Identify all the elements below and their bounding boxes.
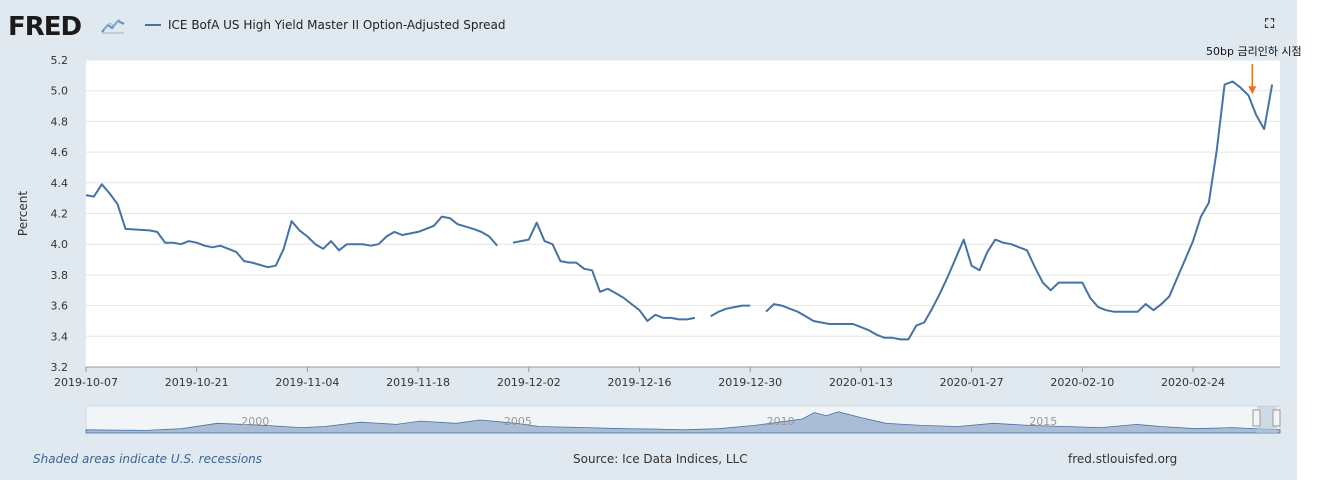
legend-line-swatch (145, 24, 161, 26)
x-tick-label: 2020-02-24 (1161, 376, 1225, 389)
navigator-handle-right[interactable] (1272, 409, 1281, 427)
navigator-year-label: 2005 (504, 415, 532, 428)
legend-label: ICE BofA US High Yield Master II Option-… (168, 18, 506, 32)
y-tick-label: 5.2 (51, 54, 69, 67)
y-tick-label: 3.2 (51, 361, 69, 374)
source-note: Source: Ice Data Indices, LLC (573, 452, 748, 466)
navigator-year-label: 2010 (767, 415, 795, 428)
annotation-arrow-head (1248, 86, 1257, 95)
series-line-segment (512, 221, 696, 322)
navigator-year-label: 2000 (241, 415, 269, 428)
x-tick-label: 2020-02-10 (1050, 376, 1114, 389)
navigator-selection (1257, 406, 1277, 433)
navigator-year-label: 2015 (1029, 415, 1057, 428)
graph-header: FRED ICE BofA US High Yield Master II Op… (0, 0, 1297, 50)
series-line-segment (765, 80, 1274, 341)
x-tick-label: 2019-12-30 (718, 376, 782, 389)
chart-legend[interactable]: ICE BofA US High Yield Master II Option-… (145, 18, 506, 32)
fullscreen-icon[interactable]: ⛶ (1265, 17, 1275, 32)
y-tick-label: 4.6 (51, 146, 69, 159)
y-tick-label: 4.0 (51, 238, 69, 251)
x-tick-label: 2020-01-13 (829, 376, 893, 389)
y-tick-label: 4.4 (51, 177, 69, 190)
y-tick-label: 5.0 (51, 85, 69, 98)
series-line-segment (85, 183, 498, 269)
line-chart-icon (100, 15, 126, 39)
y-tick-label: 4.8 (51, 115, 69, 128)
site-link[interactable]: fred.stlouisfed.org (1068, 452, 1178, 466)
y-axis-label: Percent (16, 191, 30, 236)
x-tick-label: 2020-01-27 (940, 376, 1004, 389)
y-tick-label: 3.4 (51, 330, 69, 343)
series-line-segment (710, 304, 751, 318)
fred-logo[interactable]: FRED (8, 12, 82, 42)
y-tick-label: 3.8 (51, 269, 69, 282)
x-tick-label: 2019-10-07 (54, 376, 118, 389)
navigator-handle-left[interactable] (1252, 409, 1261, 427)
recession-note: Shaded areas indicate U.S. recessions (33, 452, 263, 466)
x-tick-label: 2019-11-18 (386, 376, 450, 389)
y-tick-label: 4.2 (51, 208, 69, 221)
x-tick-label: 2019-10-21 (165, 376, 229, 389)
navigator-series-area (85, 411, 1281, 434)
y-tick-label: 3.6 (51, 300, 69, 313)
x-tick-label: 2019-12-16 (608, 376, 672, 389)
x-tick-label: 2019-12-02 (497, 376, 561, 389)
x-tick-label: 2019-11-04 (275, 376, 339, 389)
annotation-label: 50bp 금리인하 시점 (1206, 45, 1302, 58)
